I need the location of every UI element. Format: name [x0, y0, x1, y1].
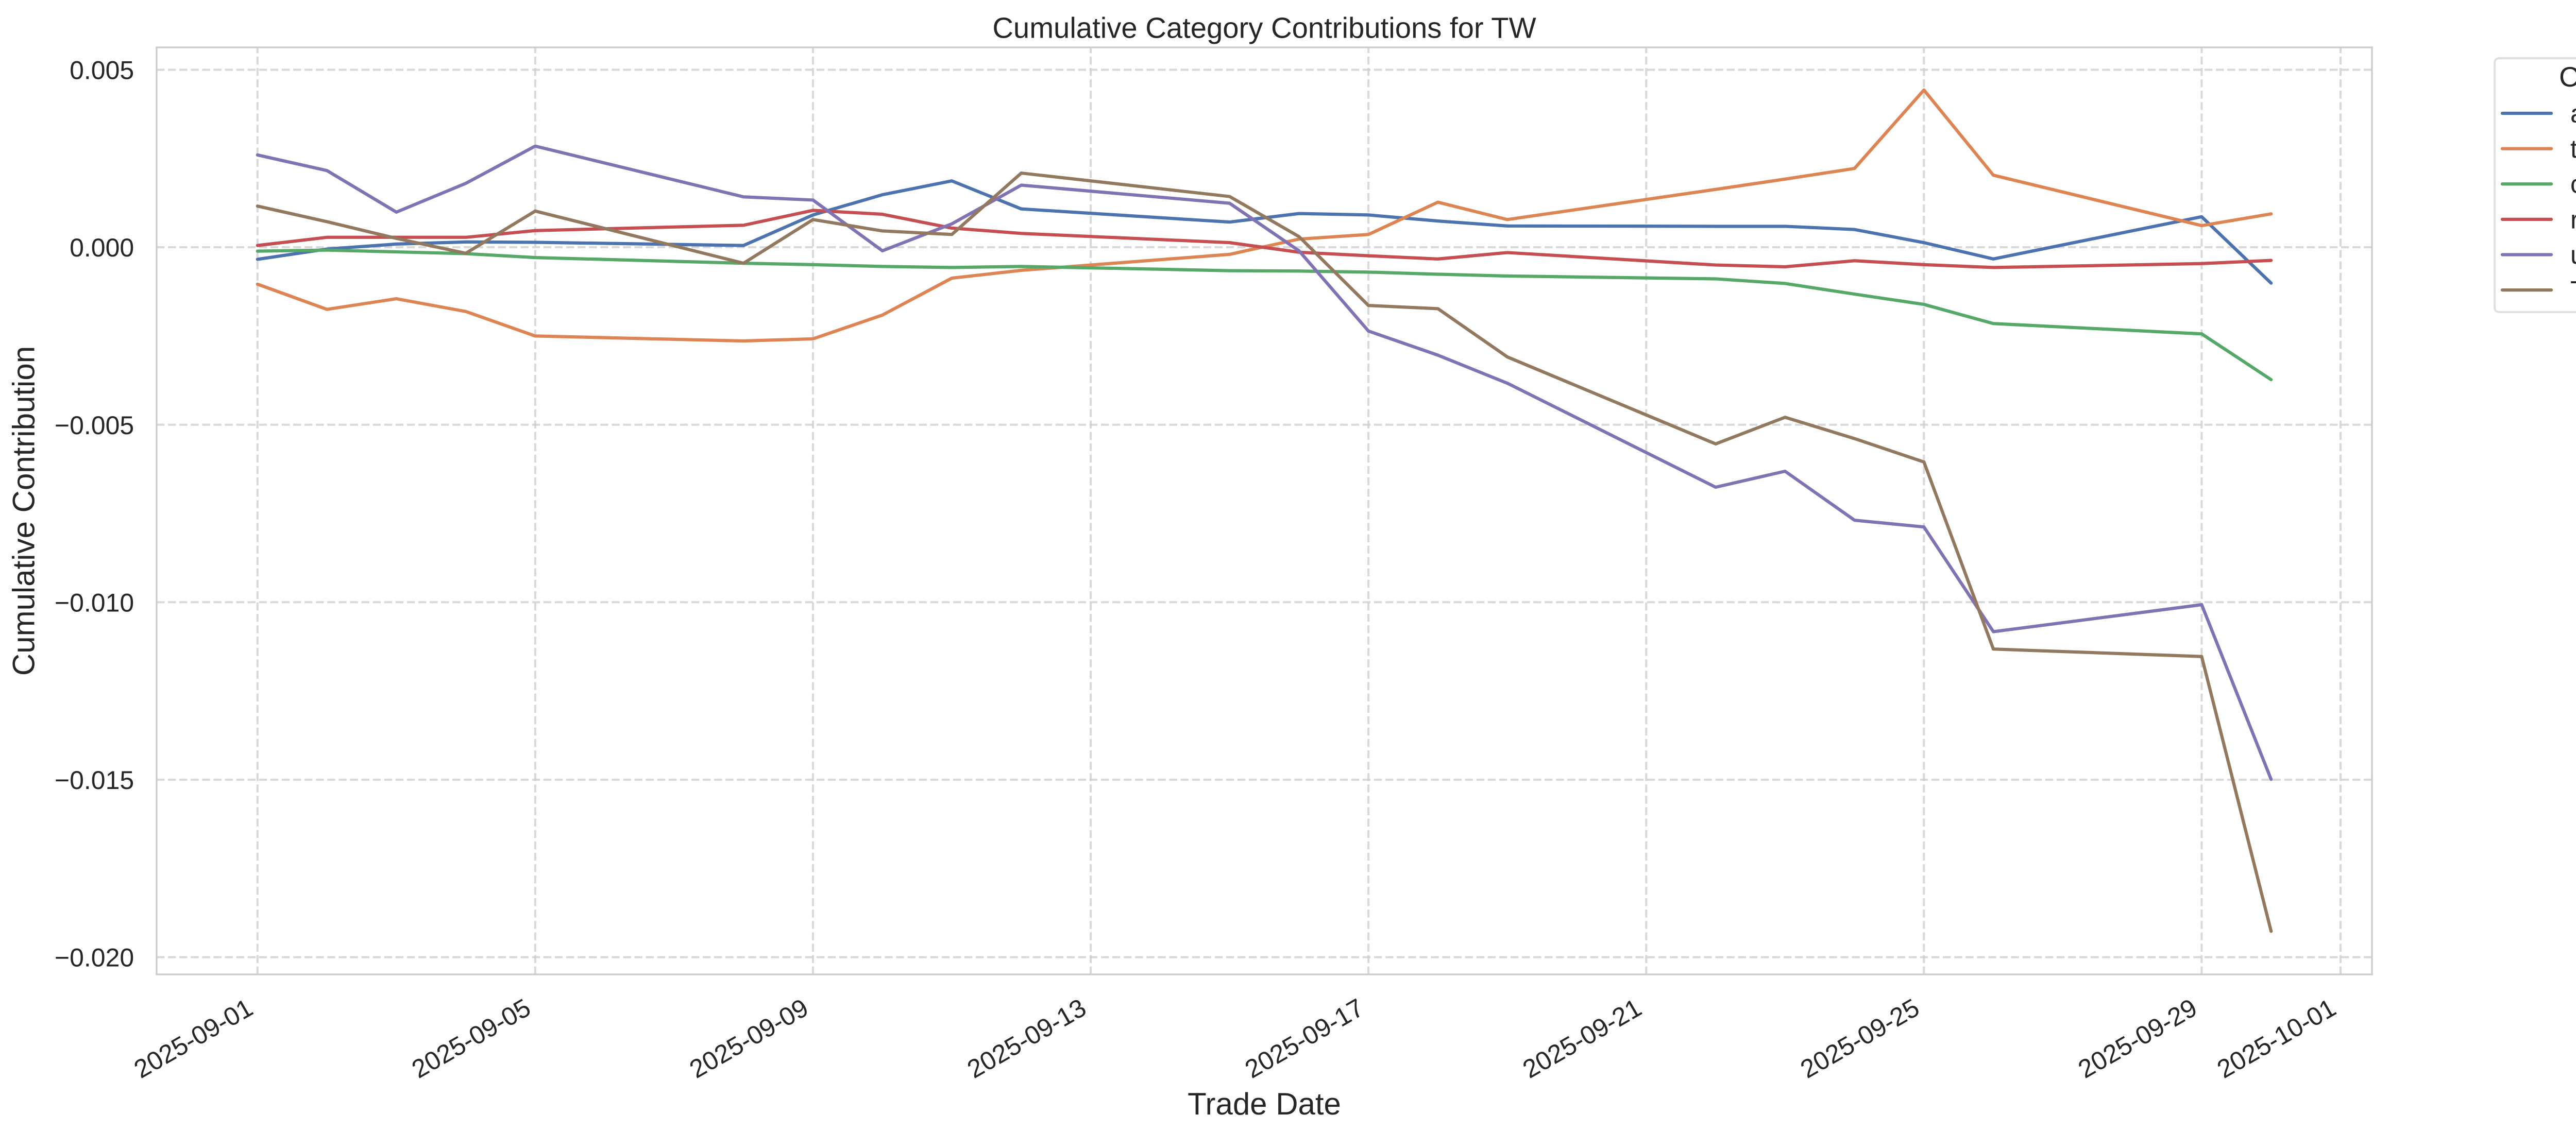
- svg-text:−0.015: −0.015: [55, 766, 134, 795]
- svg-text:−0.010: −0.010: [55, 588, 134, 617]
- svg-text:Cumulative Category Contributi: Cumulative Category Contributions for TW: [992, 11, 1536, 44]
- svg-text:Cumulative Contribution: Cumulative Contribution: [6, 346, 41, 676]
- svg-text:Total: Total: [2570, 276, 2576, 305]
- svg-text:risk_exposure: risk_exposure: [2570, 205, 2576, 234]
- svg-text:−0.005: −0.005: [55, 411, 134, 440]
- svg-text:alpha_total: alpha_total: [2570, 99, 2576, 128]
- svg-text:tilt_total: tilt_total: [2570, 134, 2576, 163]
- svg-text:0.000: 0.000: [70, 233, 134, 262]
- svg-text:Category: Category: [2559, 61, 2576, 93]
- svg-text:−0.020: −0.020: [55, 944, 134, 972]
- svg-text:0.005: 0.005: [70, 56, 134, 85]
- svg-text:unexplained: unexplained: [2570, 241, 2576, 269]
- svg-text:cost: cost: [2570, 170, 2576, 199]
- svg-text:Trade Date: Trade Date: [1188, 1087, 1341, 1121]
